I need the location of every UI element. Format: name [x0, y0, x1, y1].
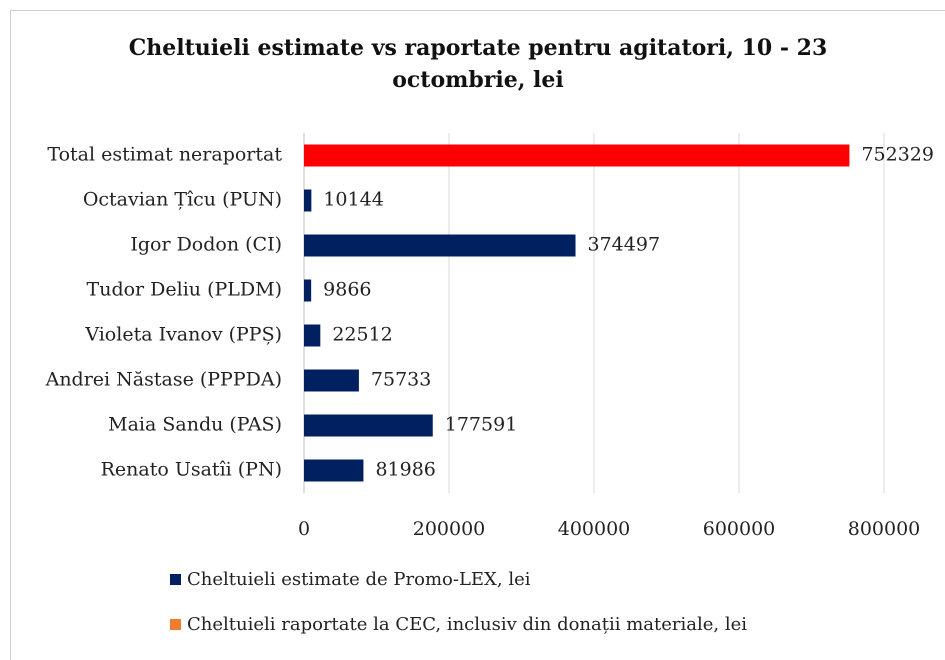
- chart-frame: [10, 10, 945, 660]
- chart-title: Cheltuieli estimate vs raportate pentru …: [128, 35, 828, 93]
- data-label: 374497: [588, 234, 661, 256]
- x-tick-label: 800000: [848, 518, 921, 540]
- y-tick-label: Igor Dodon (CI): [130, 234, 282, 256]
- x-tick-label: 200000: [413, 518, 486, 540]
- data-label: 10144: [323, 189, 383, 211]
- data-label: 75733: [371, 369, 431, 391]
- x-tick-label: 400000: [558, 518, 631, 540]
- legend-swatch: [170, 574, 181, 585]
- data-label: 9866: [323, 279, 371, 301]
- bar: [304, 459, 364, 482]
- data-label: 81986: [375, 459, 435, 481]
- bar: [304, 414, 433, 437]
- legend-label: Cheltuieli raportate la CEC, inclusiv di…: [187, 614, 747, 635]
- y-tick-label: Octavian Țîcu (PUN): [83, 189, 282, 211]
- legend-label: Cheltuieli estimate de Promo-LEX, lei: [187, 569, 531, 590]
- x-tick-label: 0: [298, 518, 310, 540]
- y-tick-label: Tudor Deliu (PLDM): [87, 279, 282, 301]
- data-label: 752329: [861, 144, 934, 166]
- bar: [304, 234, 576, 257]
- data-label: 177591: [445, 414, 518, 436]
- y-tick-label: Total estimat neraportat: [47, 144, 282, 166]
- bar: [304, 369, 359, 392]
- data-label: 22512: [332, 324, 392, 346]
- bar: [304, 279, 312, 302]
- y-tick-label: Maia Sandu (PAS): [108, 414, 282, 436]
- y-tick-label: Andrei Năstase (PPPDA): [45, 369, 282, 391]
- x-tick-label: 600000: [703, 518, 776, 540]
- y-tick-label: Renato Usatîi (PN): [101, 459, 282, 481]
- bar: [304, 189, 312, 212]
- bar: [304, 144, 850, 167]
- legend-swatch: [170, 619, 181, 630]
- y-tick-label: Violeta Ivanov (PPȘ): [84, 324, 282, 346]
- bar: [304, 324, 321, 347]
